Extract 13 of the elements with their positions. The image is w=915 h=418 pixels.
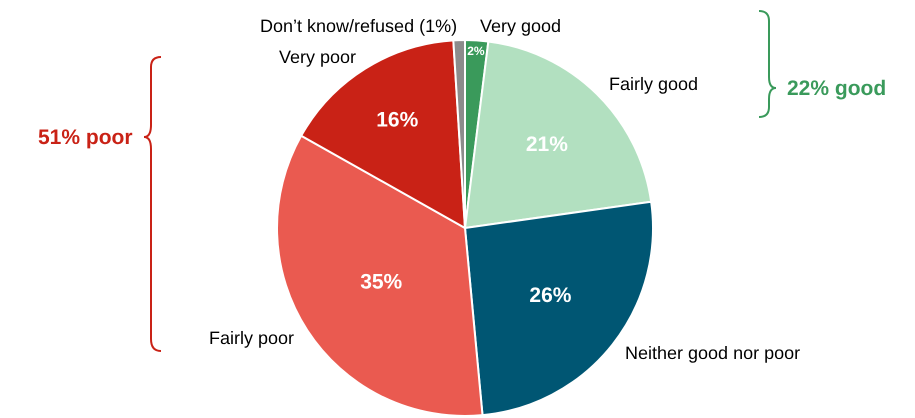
- data-label: 26%: [529, 284, 572, 308]
- slice-label: Don’t know/refused (1%): [260, 16, 458, 36]
- data-label: 21%: [526, 133, 568, 156]
- text: 51% poor: [38, 126, 133, 149]
- slice-label: Fairly poor: [209, 328, 294, 348]
- slice-label: Very good: [480, 16, 562, 36]
- slice-label: Neither good nor poor: [625, 343, 800, 363]
- slice-label: Fairly good: [609, 74, 698, 94]
- slice-label: Very poor: [279, 47, 356, 67]
- data-label: 35%: [360, 270, 403, 294]
- text: 22% good: [787, 77, 886, 100]
- data-label: 2%: [467, 44, 485, 58]
- data-label: 16%: [376, 108, 419, 132]
